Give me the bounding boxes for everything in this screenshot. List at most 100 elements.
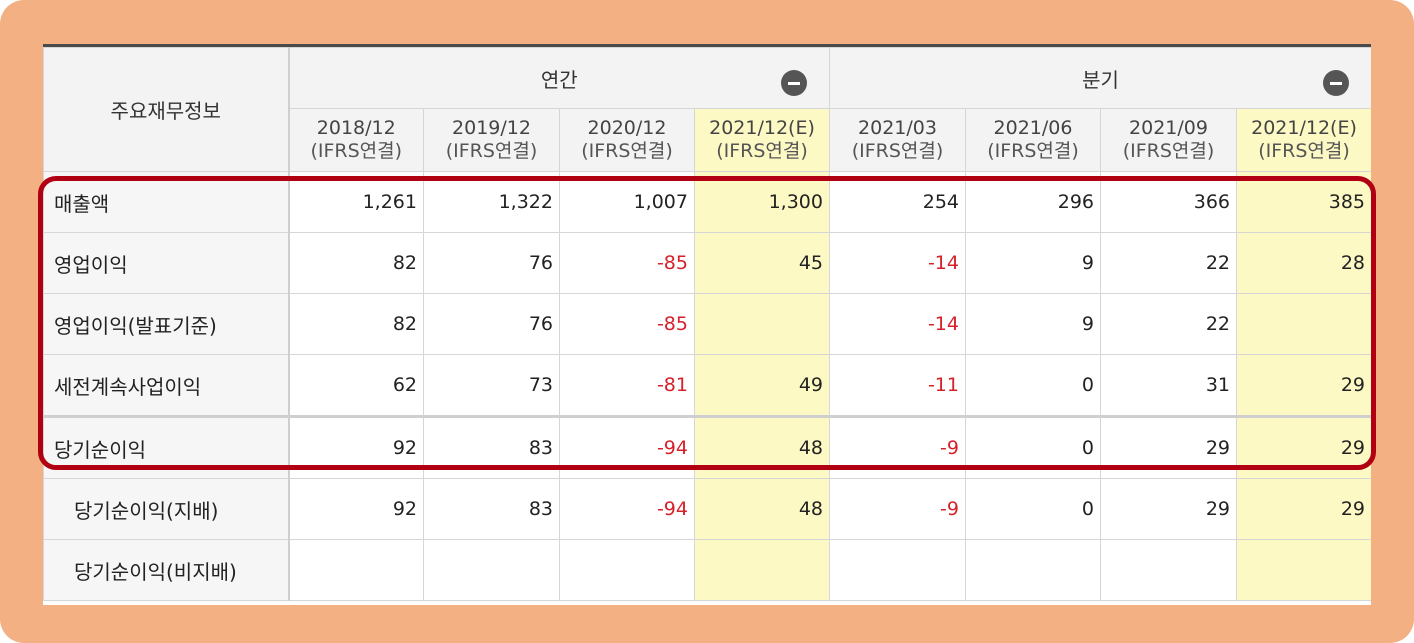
value-cell: 31 [1100, 354, 1237, 417]
period-basis: (IFRS연결) [716, 140, 808, 162]
value-cell: 76 [423, 293, 560, 355]
period-date: 2018/12 [316, 117, 396, 139]
value-cell: 92 [288, 415, 424, 479]
period-date: 2019/12 [452, 117, 531, 139]
value-cell: 48 [694, 478, 830, 540]
annual-group-label: 연간 [540, 67, 578, 92]
table-row: 세전계속사업이익 62 73 -81 49 -11 0 31 29 [43, 354, 1371, 417]
value-cell: 28 [1236, 232, 1371, 294]
period-basis: (IFRS연결) [1258, 140, 1350, 162]
value-cell: 1,007 [559, 171, 695, 233]
value-cell: 0 [965, 478, 1101, 540]
value-cell: 45 [694, 232, 830, 294]
period-basis: (IFRS연결) [581, 140, 673, 162]
value-cell: -94 [559, 478, 695, 540]
value-cell: 9 [965, 293, 1101, 355]
table-row: 당기순이익(지배) 92 83 -94 48 -9 0 29 29 [43, 478, 1371, 540]
row-label: 매출액 [43, 171, 290, 233]
value-cell: 22 [1100, 232, 1237, 294]
value-cell: -9 [829, 415, 966, 479]
value-cell [1236, 539, 1371, 601]
period-basis: (IFRS연결) [310, 140, 403, 162]
period-date: 2021/12(E) [1251, 117, 1357, 139]
collapse-quarterly-icon[interactable] [1323, 70, 1349, 96]
value-cell: -81 [559, 354, 695, 417]
value-cell [288, 539, 424, 601]
value-cell: 9 [965, 232, 1101, 294]
period-header: 2021/09 (IFRS연결) [1100, 108, 1237, 172]
value-cell: 82 [288, 293, 424, 355]
value-cell: 83 [423, 415, 560, 479]
value-cell: 29 [1236, 478, 1371, 540]
period-basis: (IFRS연결) [851, 140, 944, 162]
period-header: 2020/12 (IFRS연결) [559, 108, 695, 172]
value-cell [559, 539, 695, 601]
row-label[interactable]: 당기순이익(지배) [43, 478, 290, 540]
value-cell: 76 [423, 232, 560, 294]
period-date: 2021/06 [993, 117, 1073, 139]
value-cell [694, 293, 830, 355]
row-label: 세전계속사업이익 [43, 354, 290, 417]
period-header: 2021/12(E) (IFRS연결) [1236, 108, 1371, 172]
table-row: 당기순이익 92 83 -94 48 -9 0 29 29 [43, 415, 1371, 479]
value-cell: 62 [288, 354, 424, 417]
value-cell: -14 [829, 293, 966, 355]
value-cell: -85 [559, 232, 695, 294]
value-cell: 385 [1236, 171, 1371, 233]
value-cell: 29 [1236, 415, 1371, 479]
period-date: 2021/12(E) [709, 117, 815, 139]
period-header: 2019/12 (IFRS연결) [423, 108, 560, 172]
financial-table-container: 주요재무정보 연간 분기 2018/12 (IFRS연결) 2019/12 (IFRS… [43, 44, 1371, 605]
table-row: 영업이익(발표기준) 82 76 -85 -14 9 22 [43, 293, 1371, 355]
row-label: 영업이익 [43, 232, 290, 294]
row-label[interactable]: 당기순이익(비지배) [43, 539, 290, 601]
value-cell [965, 539, 1101, 601]
table-row: 영업이익 82 76 -85 45 -14 9 22 28 [43, 232, 1371, 294]
value-cell [829, 539, 966, 601]
value-cell: 1,300 [694, 171, 830, 233]
value-cell: -14 [829, 232, 966, 294]
row-label: 당기순이익 [43, 415, 290, 479]
value-cell: 1,322 [423, 171, 560, 233]
period-date: 2021/03 [858, 117, 937, 139]
value-cell: 0 [965, 415, 1101, 479]
annual-group-header: 연간 [288, 47, 830, 109]
period-header: 2021/12(E) (IFRS연결) [694, 108, 830, 172]
value-cell: 48 [694, 415, 830, 479]
value-cell: 366 [1100, 171, 1237, 233]
period-header: 2018/12 (IFRS연결) [288, 108, 424, 172]
period-header: 2021/06 (IFRS연결) [965, 108, 1101, 172]
value-cell: -11 [829, 354, 966, 417]
value-cell: 254 [829, 171, 966, 233]
value-cell: 83 [423, 478, 560, 540]
value-cell: 82 [288, 232, 424, 294]
value-cell: -9 [829, 478, 966, 540]
value-cell: 29 [1100, 415, 1237, 479]
period-date: 2021/09 [1129, 117, 1208, 139]
value-cell [1236, 293, 1371, 355]
value-cell: 22 [1100, 293, 1237, 355]
period-header: 2021/03 (IFRS연결) [829, 108, 966, 172]
value-cell [423, 539, 560, 601]
period-basis: (IFRS연결) [1122, 140, 1215, 162]
value-cell: 29 [1236, 354, 1371, 417]
value-cell: 73 [423, 354, 560, 417]
value-cell: 1,261 [288, 171, 424, 233]
value-cell: 29 [1100, 478, 1237, 540]
collapse-annual-icon[interactable] [781, 70, 807, 96]
quarterly-group-label: 분기 [1082, 67, 1119, 92]
row-label: 영업이익(발표기준) [43, 293, 290, 355]
value-cell: -94 [559, 415, 695, 479]
value-cell: 296 [965, 171, 1101, 233]
table-main-header: 주요재무정보 [43, 47, 290, 172]
period-basis: (IFRS연결) [987, 140, 1079, 162]
value-cell: 0 [965, 354, 1101, 417]
table-row: 당기순이익(비지배) [43, 539, 1371, 601]
value-cell [694, 539, 830, 601]
table-row: 매출액 1,261 1,322 1,007 1,300 254 296 366 385 [43, 171, 1371, 233]
value-cell: 49 [694, 354, 830, 417]
value-cell: -85 [559, 293, 695, 355]
value-cell [1100, 539, 1237, 601]
period-basis: (IFRS연결) [445, 140, 538, 162]
quarterly-group-header: 분기 [829, 47, 1371, 109]
